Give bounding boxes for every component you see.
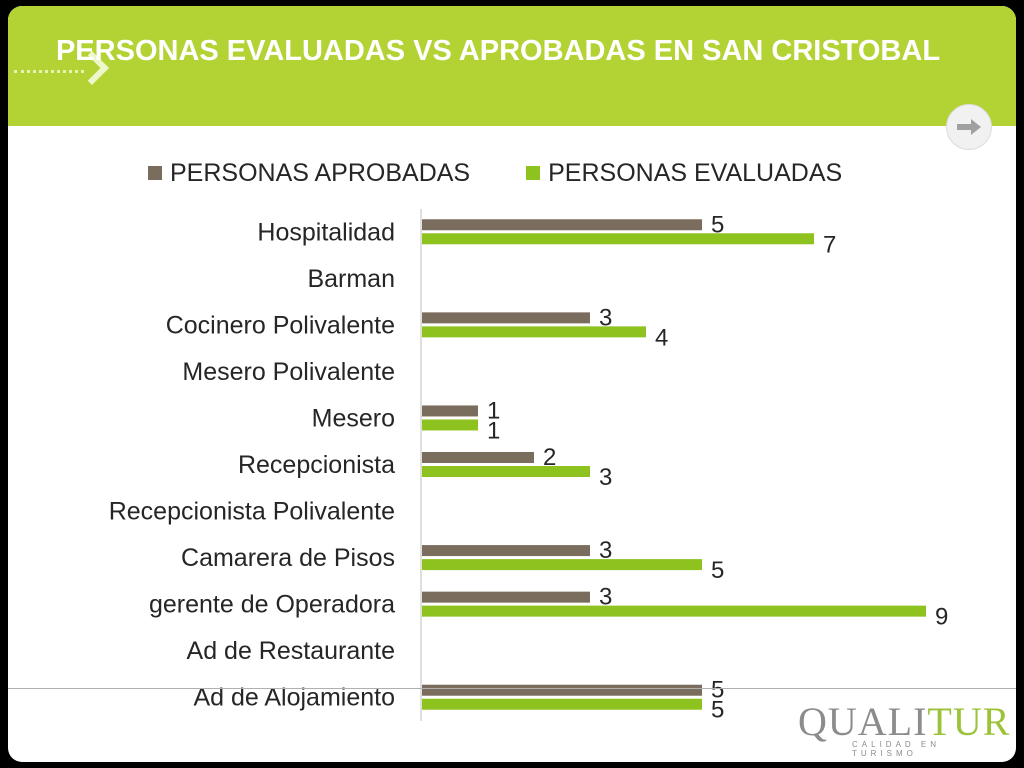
- dotted-line-decoration: [14, 70, 84, 73]
- legend-item-evaluadas: PERSONAS EVALUADAS: [526, 159, 842, 188]
- bar-aprobadas: [422, 405, 478, 417]
- category-label: Recepcionista: [238, 451, 395, 479]
- bar-chart: Hospitalidad 5 7 Barman Cocinero Polivalente…: [109, 209, 948, 724]
- category-label: Hospitalidad: [257, 218, 395, 246]
- legend-swatch-evaluadas: [526, 166, 541, 180]
- bar-evaluadas: [422, 698, 702, 710]
- data-label: 5: [711, 211, 724, 238]
- bar-evaluadas: [422, 326, 646, 338]
- category-label: Recepcionista Polivalente: [109, 498, 395, 526]
- data-label: 3: [599, 584, 612, 611]
- bar-aprobadas: [422, 219, 702, 231]
- legend-label-aprobadas: PERSONAS APROBADAS: [170, 158, 471, 187]
- category-label: Ad de Restaurante: [187, 637, 395, 665]
- header-band: PERSONAS EVALUADAS VS APROBADAS EN SAN C…: [8, 6, 1016, 126]
- footer-divider: [8, 688, 1016, 689]
- category-label: Mesero Polivalente: [182, 358, 395, 386]
- category-label: Mesero: [312, 404, 395, 432]
- chart-legend: PERSONAS APROBADAS PERSONAS EVALUADAS: [148, 158, 898, 188]
- data-label: 5: [711, 697, 724, 724]
- legend-swatch-aprobadas: [148, 166, 162, 180]
- next-arrow-icon: [957, 124, 971, 130]
- data-label: 1: [487, 397, 500, 424]
- data-label: 1: [487, 417, 500, 444]
- slide-title: PERSONAS EVALUADAS VS APROBADAS EN SAN C…: [55, 35, 941, 67]
- bar-aprobadas: [422, 591, 590, 603]
- logo-text-right: TUR: [927, 699, 1011, 744]
- logo-text-left: QUALI: [798, 699, 928, 744]
- logo-tagline: CALIDAD EN TURISMO: [852, 740, 941, 758]
- category-label: gerente de Operadora: [149, 591, 395, 619]
- bar-aprobadas: [422, 452, 534, 463]
- next-slide-button[interactable]: [946, 104, 992, 150]
- data-label: 2: [543, 444, 556, 471]
- data-label: 4: [655, 324, 668, 351]
- legend-item-aprobadas: PERSONAS APROBADAS: [148, 159, 470, 188]
- data-label: 9: [935, 604, 948, 631]
- bar-evaluadas: [422, 605, 926, 617]
- data-label: 5: [711, 557, 724, 584]
- bar-aprobadas: [422, 684, 702, 696]
- bar-evaluadas: [422, 466, 590, 477]
- data-label: 7: [823, 231, 836, 258]
- category-label: Camarera de Pisos: [181, 544, 395, 572]
- data-label: 5: [711, 677, 724, 704]
- slide: PERSONAS EVALUADAS VS APROBADAS EN SAN C…: [8, 6, 1016, 762]
- data-label: 3: [599, 304, 612, 331]
- category-label: Cocinero Polivalente: [166, 311, 395, 339]
- bar-aprobadas: [422, 545, 590, 557]
- category-label: Barman: [307, 265, 395, 293]
- qualitur-logo: QUALITUR CALIDAD EN TURISMO: [798, 699, 1009, 759]
- data-label: 3: [599, 537, 612, 564]
- bar-aprobadas: [422, 312, 590, 324]
- legend-label-evaluadas: PERSONAS EVALUADAS: [548, 158, 843, 187]
- bar-evaluadas: [422, 559, 702, 571]
- bar-evaluadas: [422, 419, 478, 431]
- bar-evaluadas: [422, 233, 814, 245]
- data-label: 3: [599, 464, 612, 491]
